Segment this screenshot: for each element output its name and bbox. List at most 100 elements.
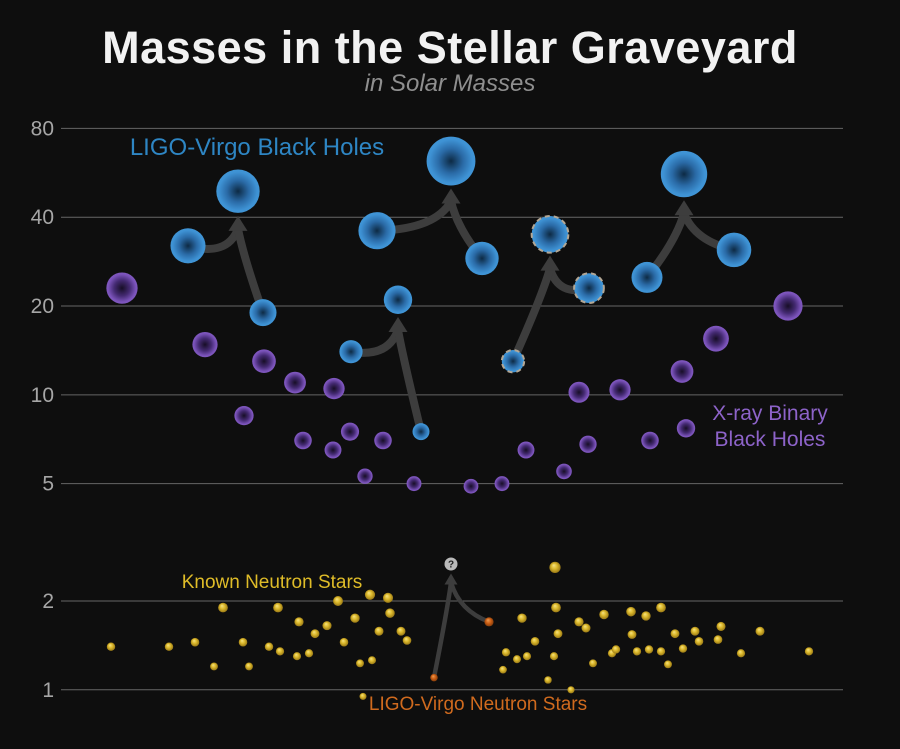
known-neutron-star — [713, 635, 723, 644]
y-tick-label: 20 — [31, 295, 54, 318]
ligo-virgo-black-hole-merged — [530, 214, 570, 254]
known-neutron-star — [589, 659, 597, 668]
known-neutron-star — [644, 645, 654, 654]
merger-arrowhead — [674, 200, 694, 216]
ligo-virgo-black-hole — [339, 340, 363, 364]
ligo-virgo-black-hole-merged — [426, 136, 476, 186]
known-neutron-star — [356, 659, 364, 668]
known-neutron-star — [755, 626, 765, 636]
known-neutron-star — [333, 596, 343, 606]
known-neutron-star — [664, 660, 672, 669]
known-neutron-star — [339, 637, 349, 647]
xray-binary-black-hole — [106, 272, 138, 304]
xray-binary-black-hole — [357, 468, 373, 484]
xray-binary-black-hole — [517, 441, 535, 459]
known-neutron-star — [551, 602, 561, 613]
known-neutron-star — [385, 608, 395, 618]
known-neutron-star — [304, 649, 314, 658]
merger-arrowhead — [388, 316, 408, 332]
y-tick-label: 80 — [31, 117, 54, 140]
merger-arrowhead — [540, 255, 560, 271]
known-neutron-star — [581, 623, 591, 633]
merger-arrow — [394, 325, 425, 436]
xray-binary-black-hole — [284, 371, 306, 394]
ligo-virgo-neutron-star — [484, 617, 494, 627]
xray-binary-black-hole — [568, 381, 590, 403]
ligo-virgo-black-hole — [465, 241, 499, 276]
known-neutron-star — [553, 629, 563, 639]
data-points-group — [106, 136, 814, 700]
known-neutron-star — [292, 652, 302, 661]
xray-binary-black-hole — [252, 349, 276, 374]
known-neutron-star — [632, 647, 642, 656]
known-neutron-star — [501, 648, 511, 657]
known-neutron-star — [599, 609, 609, 620]
known-neutron-star — [106, 642, 116, 651]
known-neutron-star — [627, 630, 637, 639]
xray-binary-black-hole — [192, 331, 218, 358]
known-neutron-star — [359, 692, 367, 700]
known-neutron-star — [238, 637, 248, 647]
known-neutron-star — [273, 602, 283, 613]
ligo-virgo-black-hole — [631, 261, 663, 293]
ligo-virgo-black-hole-merged — [383, 285, 413, 314]
known-neutron-star — [310, 629, 320, 639]
xray-binary-black-hole — [641, 431, 659, 450]
gridlines-group: 80 40 20 10 5 2 1 — [31, 117, 843, 702]
ligo-virgo-black-hole-merged — [216, 169, 260, 213]
known-neutron-star — [574, 617, 584, 627]
known-neutron-star — [690, 626, 700, 636]
merger-arrowhead — [441, 188, 461, 204]
xray-binary-black-hole — [234, 406, 254, 426]
ligo-virgo-black-hole — [170, 228, 206, 264]
known-neutron-star — [499, 665, 507, 674]
known-neutron-star — [512, 655, 522, 664]
xray-binary-black-hole — [670, 360, 694, 383]
xray-binary-black-hole — [324, 441, 342, 459]
merger-arrow — [431, 580, 454, 680]
ligo-virgo-neutron-star — [430, 673, 438, 682]
known-neutron-star — [611, 645, 621, 654]
known-neutron-star — [670, 629, 680, 639]
xray-binary-black-hole — [494, 476, 510, 492]
xray-binary-black-hole — [323, 377, 345, 400]
known-neutron-star — [678, 644, 688, 653]
known-neutron-star — [517, 613, 527, 623]
known-neutron-star — [275, 647, 285, 656]
known-neutron-star — [736, 649, 746, 658]
known-neutron-star — [522, 652, 532, 661]
known-neutron-star — [218, 602, 228, 613]
xray-binary-black-hole — [374, 431, 392, 450]
xray-binary-black-hole — [463, 478, 479, 494]
xray-binary-black-hole — [579, 435, 597, 453]
known-neutron-star — [190, 637, 200, 647]
known-neutron-star — [322, 621, 332, 631]
known-neutron-star — [656, 602, 666, 613]
ligo-virgo-black-hole — [716, 232, 752, 268]
known-neutron-star — [382, 592, 394, 603]
known-neutron-star — [626, 606, 636, 617]
y-tick-label: 5 — [42, 473, 54, 496]
question-marker-glyph: ? — [448, 559, 454, 570]
xray-binary-black-hole — [703, 325, 729, 352]
known-neutron-star — [210, 662, 218, 671]
xray-binary-black-hole — [406, 476, 422, 492]
known-neutron-star — [656, 647, 666, 656]
ligo-virgo-black-hole — [500, 349, 526, 374]
merger-arrow — [509, 264, 554, 366]
ligo-virgo-black-hole — [412, 423, 430, 441]
known-neutron-star — [164, 642, 174, 651]
y-tick-label: 1 — [42, 679, 54, 702]
known-neutron-star — [374, 626, 384, 636]
ligo-virgo-black-hole — [249, 299, 277, 327]
xray-binary-black-hole — [340, 422, 360, 441]
known-neutron-star — [549, 652, 559, 661]
known-neutron-star — [544, 676, 552, 684]
ligo-virgo-black-hole — [358, 212, 396, 250]
known-neutron-star — [402, 636, 412, 645]
xray-binary-black-hole — [556, 463, 572, 480]
y-tick-label: 10 — [31, 384, 54, 407]
known-neutron-star — [264, 642, 274, 651]
xray-binary-black-hole — [609, 379, 631, 401]
